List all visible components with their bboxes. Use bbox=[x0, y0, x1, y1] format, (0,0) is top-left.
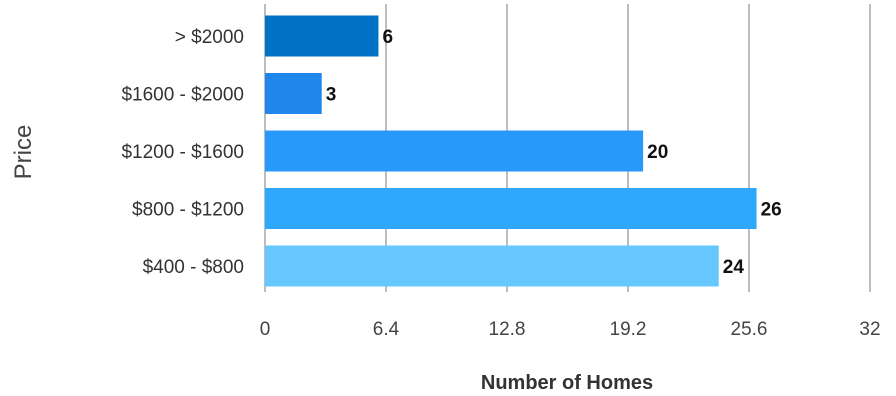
bar-value-label: 24 bbox=[723, 257, 745, 278]
bar bbox=[265, 73, 322, 114]
bars bbox=[265, 15, 757, 287]
category-label: > $2000 bbox=[175, 27, 244, 48]
x-tick-label: 25.6 bbox=[731, 319, 768, 340]
x-tick-label: 6.4 bbox=[373, 319, 400, 340]
bar-value-label: 6 bbox=[382, 27, 393, 48]
x-tick-label: 19.2 bbox=[610, 319, 647, 340]
data-labels: 6 3 20 26 24 bbox=[326, 27, 782, 278]
x-tick-labels: 0 6.4 12.8 19.2 25.6 32 bbox=[260, 319, 881, 340]
category-labels: > $2000 $1600 - $2000 $1200 - $1600 $800 - … bbox=[121, 27, 244, 278]
x-tick-label: 0 bbox=[260, 319, 271, 340]
category-label: $400 - $800 bbox=[143, 257, 244, 278]
bar-value-label: 20 bbox=[647, 142, 668, 163]
x-tick-label: 32 bbox=[859, 319, 880, 340]
y-axis-title: Price bbox=[10, 125, 37, 180]
bar bbox=[265, 15, 379, 57]
category-label: $1600 - $2000 bbox=[121, 85, 244, 106]
x-tick-label: 12.8 bbox=[489, 319, 526, 340]
bar-value-label: 26 bbox=[761, 200, 782, 221]
category-label: $800 - $1200 bbox=[132, 200, 244, 221]
x-axis-title: Number of Homes bbox=[481, 372, 653, 394]
category-label: $1200 - $1600 bbox=[121, 142, 244, 163]
bar bbox=[265, 188, 757, 229]
bar bbox=[265, 130, 644, 172]
bar-value-label: 3 bbox=[326, 85, 337, 106]
bar bbox=[265, 245, 719, 287]
